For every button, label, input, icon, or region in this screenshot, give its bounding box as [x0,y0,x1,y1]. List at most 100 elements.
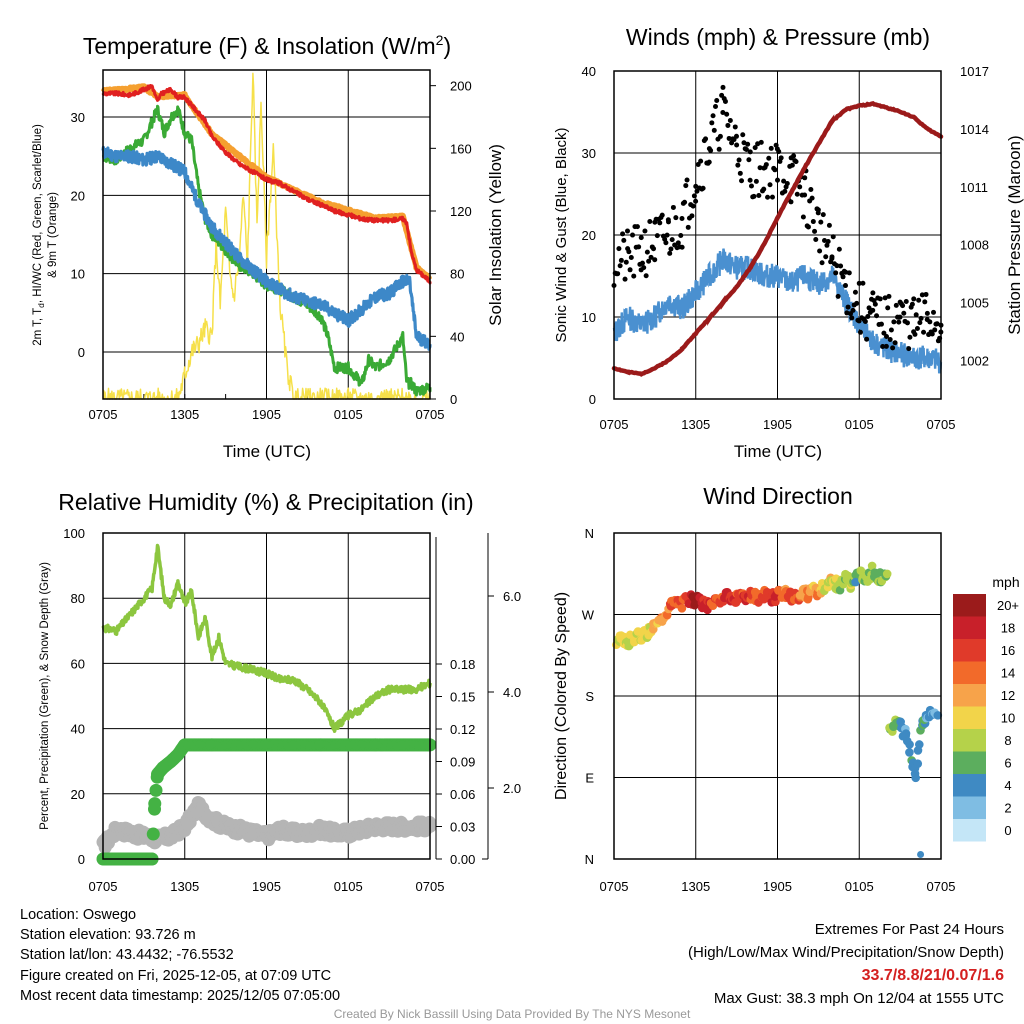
direction-xtick-label: 0705 [600,879,629,894]
gust-point [670,204,676,210]
gust-point [881,330,887,336]
humidity-panel: Relative Humidity (%) & Precipitation (i… [39,489,521,894]
gust-point [654,233,660,239]
gust-point [690,203,696,209]
gust-point [667,250,673,256]
gust-point [862,318,868,324]
humidity-xtick-label: 0105 [334,879,363,894]
temperature-plot-frame [102,69,431,400]
most-recent-timestamp: Most recent data timestamp: 2025/12/05 0… [20,987,341,1004]
precip-ytick-label: 0.00 [450,852,475,867]
legend-label: 12 [1001,688,1015,703]
gust-point [666,219,671,225]
gust-point [887,337,893,343]
legend-swatch [953,594,986,617]
gust-point [836,246,842,252]
direction-tick-labels: 0705 1305 1905 0105 0705 N E S W N [582,526,956,894]
gust-point [644,249,650,255]
gust-point [891,319,897,325]
legend-swatch [953,639,986,662]
winds-ytick-label: 30 [582,146,596,161]
precip-ytick-label: 0.09 [450,755,475,770]
gust-point [865,314,871,320]
pressure-ytick-label: 1008 [960,238,989,253]
legend-label: 2 [1004,801,1011,816]
gust-point [669,237,675,243]
legend-label: 8 [1004,733,1011,748]
humidity-ytick-label: 20 [71,787,85,802]
direction-series [612,561,943,858]
gust-point [634,224,640,230]
gust-point [810,219,816,225]
gust-point [857,329,863,335]
gust-point [815,207,821,213]
gust-point [835,293,841,299]
gust-point [651,246,657,252]
temperature-ytick-label: 0 [78,345,85,360]
extremes-title: Extremes For Past 24 Hours [814,921,1004,938]
gust-point [679,244,685,250]
gust-point [639,260,645,266]
gust-point [745,141,751,147]
gust-point [784,180,790,186]
pressure-ytick-label: 1017 [960,64,989,79]
legend-swatch [953,706,986,729]
gust-point [874,313,880,319]
gust-point [782,188,788,194]
gust-point [675,240,681,246]
series-line-sonic-wind [612,248,943,374]
gust-point [706,159,712,165]
gust-point [679,215,685,221]
direction-point [708,601,718,611]
gust-point [615,271,621,277]
legend-swatch [953,729,986,752]
direction-point [851,577,860,587]
gust-point [927,319,933,325]
gust-point [626,249,632,255]
winds-series [611,84,944,377]
gust-point [866,305,872,311]
gust-point [878,321,884,327]
temperature-panel-title: Temperature (F) & Insolation (W/m2) [83,32,451,59]
extremes-legend: (High/Low/Max Wind/Precipitation/Snow De… [688,944,1004,961]
gust-point [829,254,835,260]
winds-xtick-label: 1905 [763,417,792,432]
precip-ytick-label: 0.12 [450,722,475,737]
gust-point [820,212,826,218]
gust-point [932,327,938,333]
gust-point [772,167,778,173]
legend-swatch [953,774,986,797]
gust-point [664,232,670,238]
insolation-ytick-label: 160 [450,141,472,156]
humidity-gridlines [103,533,430,859]
gust-point [711,127,717,133]
gust-point [747,149,753,155]
gust-point [663,240,669,246]
gust-point [852,289,858,295]
direction-point [933,711,943,720]
gust-point [846,270,852,276]
gust-point [916,297,922,303]
gust-point [897,314,903,320]
gust-point [668,246,674,252]
humidity-ytick-label: 0 [78,852,85,867]
temperature-tick-labels: 0705 1305 1905 0105 0705 0 10 20 30 0 40 80 120 160 20… [71,79,472,422]
gust-point [622,276,628,282]
temperature-xtick-label: 1305 [170,407,199,422]
gust-point [923,291,929,297]
winds-plot-frame [613,70,942,400]
gust-point [919,292,925,298]
temperature-xtick-label: 0105 [334,407,363,422]
gust-point [793,159,799,165]
series-line-station-pressure [611,100,944,377]
gust-point [725,122,731,128]
gust-point [678,233,684,239]
pressure-ytick-label: 1005 [960,296,989,311]
gust-point [642,228,648,234]
insolation-ytick-label: 40 [450,329,464,344]
precip-point [148,797,162,811]
series-line-2m-t [101,84,432,285]
gust-point [624,228,630,234]
extremes-values: 33.7/8.8/21/0.07/1.6 [861,967,1004,984]
gust-point [733,133,739,139]
